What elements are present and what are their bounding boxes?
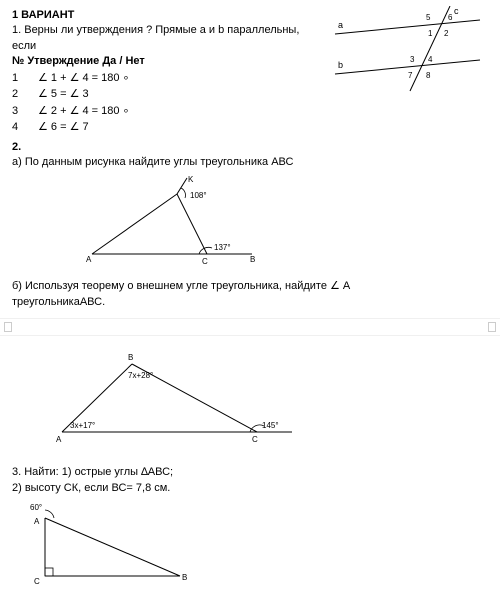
angle-145: 145° [262,421,279,430]
q3-line1: 3. Найти: 1) острые углы ∆АВС; [12,465,488,480]
q1-row-expr: ∠ 6 = ∠ 7 [38,119,89,136]
variant-title: 1 ВАРИАНТ [12,8,299,23]
q1-row-expr: ∠ 2 + ∠ 4 = 180 ∘ [38,103,129,120]
q1-row-1: 1 ∠ 1 + ∠ 4 = 180 ∘ [12,70,299,87]
label-C2: C [252,435,258,444]
angle-3: 3 [410,55,415,64]
label-B: B [250,255,255,264]
q1-text-column: 1 ВАРИАНТ 1. Верны ли утверждения ? Прям… [12,8,299,136]
label-A3: A [34,517,40,526]
label-a: a [338,20,343,30]
angle-108: 108° [190,191,207,200]
q1-row-3: 3 ∠ 2 + ∠ 4 = 180 ∘ [12,103,299,120]
angle-1: 1 [428,29,433,38]
label-C3: C [34,577,40,586]
label-A2: A [56,435,62,444]
angle-8: 8 [426,71,431,80]
q1-table-header: № Утверждение Да / Нет [12,54,299,69]
q2b-text-line1: б) Используя теорему о внешнем угле треу… [12,279,488,294]
label-C: C [202,257,208,266]
q1-row-num: 2 [12,86,20,103]
q1-row-num: 1 [12,70,20,87]
q1-row-4: 4 ∠ 6 = ∠ 7 [12,119,299,136]
angle-60: 60° [30,503,42,512]
angle-6: 6 [448,13,453,22]
label-A: A [86,255,92,264]
gap-tab-left [4,322,12,332]
rt-hyp [45,518,180,576]
angle-2: 2 [444,29,449,38]
q1-row-num: 4 [12,119,20,136]
q1-prompt-line2: если [12,39,299,54]
q2b-text-line2: треугольникаАВС. [12,295,488,310]
tri-left [92,194,177,254]
angle-7: 7 [408,71,413,80]
q1-row-num: 3 [12,103,20,120]
right-triangle-diagram: 60° A B C [30,500,200,586]
arc-60 [45,510,54,518]
angle-3x: 3x+17° [70,421,95,430]
angle-4: 4 [428,55,433,64]
q1-row-expr: ∠ 5 = ∠ 3 [38,86,89,103]
q1-row-expr: ∠ 1 + ∠ 4 = 180 ∘ [38,70,129,87]
q2-number: 2. [12,140,488,155]
q1-row-2: 2 ∠ 5 = ∠ 3 [12,86,299,103]
parallel-lines-diagram: a b c 5 6 1 2 3 4 7 8 [330,6,490,96]
q2a-text: а) По данным рисунка найдите углы треуго… [12,155,488,170]
page-gap [0,318,500,336]
q3-line2: 2) высоту СК, если ВС= 7,8 см. [12,481,488,496]
label-B2: B [128,353,133,362]
triangle-abc-diagram-a: A B C K 108° 137° [82,176,282,266]
label-K: K [188,176,194,184]
tri-ext-k [177,178,187,194]
triangle-abc-diagram-b: A B C 7x+28° 3x+17° 145° [52,350,312,450]
arc-108 [181,188,186,198]
label-b: b [338,60,343,70]
angle-5: 5 [426,13,431,22]
angle-7x: 7x+28° [128,371,153,380]
line-a [335,20,480,34]
q1-prompt-line1: 1. Верны ли утверждения ? Прямые a и b п… [12,23,299,38]
gap-tab-right [488,322,496,332]
tri-right [177,194,207,254]
label-B3: B [182,573,187,582]
label-c: c [454,6,459,16]
angle-137: 137° [214,243,231,252]
right-angle-mark [45,568,53,576]
